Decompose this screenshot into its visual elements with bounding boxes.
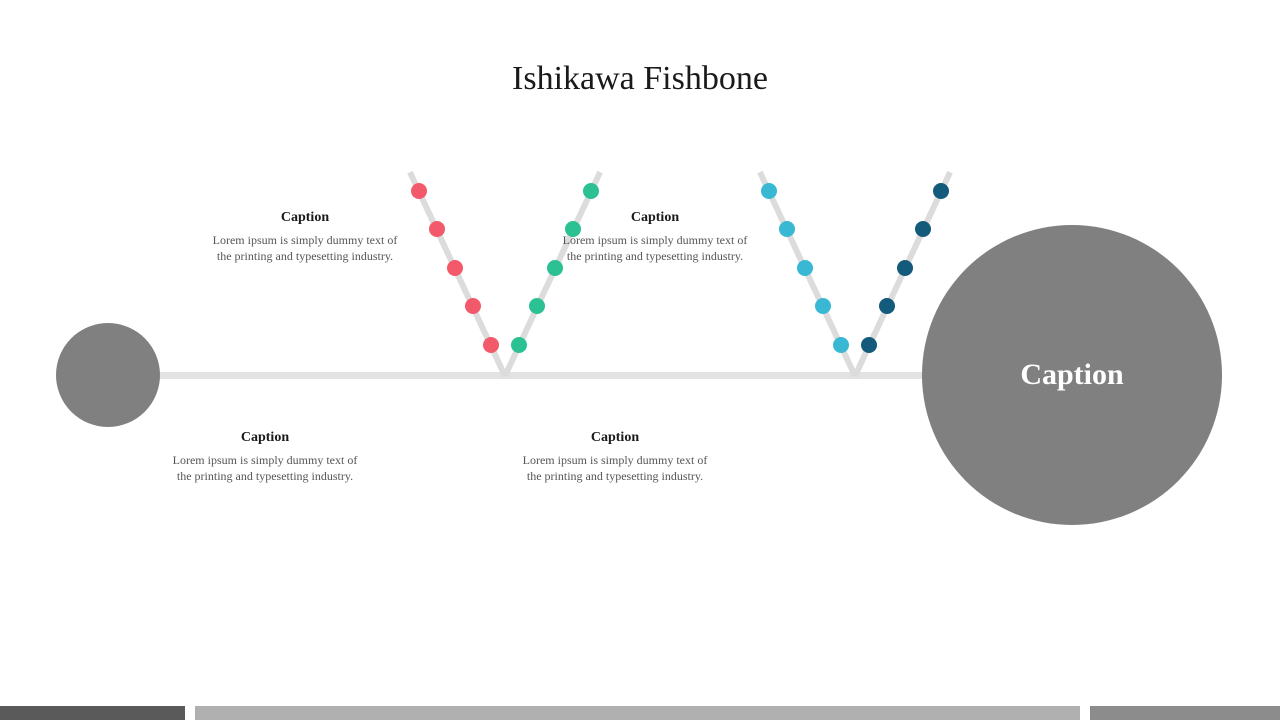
page-title: Ishikawa Fishbone [0,60,1280,98]
fishbone-dot [583,183,599,199]
footer-segment [1090,706,1280,720]
fishbone-dot [447,260,463,276]
caption-body: Lorem ipsum is simply dummy text of the … [210,232,400,264]
fishbone-head-label: Caption [1020,358,1123,392]
caption-block: Caption Lorem ipsum is simply dummy text … [560,210,750,264]
caption-block: Caption Lorem ipsum is simply dummy text … [170,430,360,484]
fishbone-dot [815,298,831,314]
fishbone-dot [465,298,481,314]
fishbone-dot [761,183,777,199]
fishbone-dot [879,298,895,314]
fishbone-dot [429,221,445,237]
fishbone-dot [529,298,545,314]
caption-block: Caption Lorem ipsum is simply dummy text … [210,210,400,264]
footer-segment [0,706,185,720]
fishbone-dot [779,221,795,237]
fishbone-dot [411,183,427,199]
diagram-stage: Ishikawa Fishbone Caption Caption Lorem i… [0,0,1280,720]
caption-title: Caption [520,430,710,446]
fishbone-tail [56,323,160,427]
caption-body: Lorem ipsum is simply dummy text of the … [560,232,750,264]
fishbone-dot [833,337,849,353]
fishbone-dot [483,337,499,353]
caption-title: Caption [210,210,400,226]
fishbone-spine [135,372,935,379]
fishbone-dot [797,260,813,276]
fishbone-dot [511,337,527,353]
footer-segment [195,706,1080,720]
fishbone-dot [897,260,913,276]
fishbone-dot [933,183,949,199]
fishbone-head: Caption [922,225,1222,525]
caption-body: Lorem ipsum is simply dummy text of the … [520,452,710,484]
fishbone-dot [861,337,877,353]
caption-title: Caption [170,430,360,446]
caption-block: Caption Lorem ipsum is simply dummy text … [520,430,710,484]
caption-title: Caption [560,210,750,226]
fishbone-dot [915,221,931,237]
caption-body: Lorem ipsum is simply dummy text of the … [170,452,360,484]
